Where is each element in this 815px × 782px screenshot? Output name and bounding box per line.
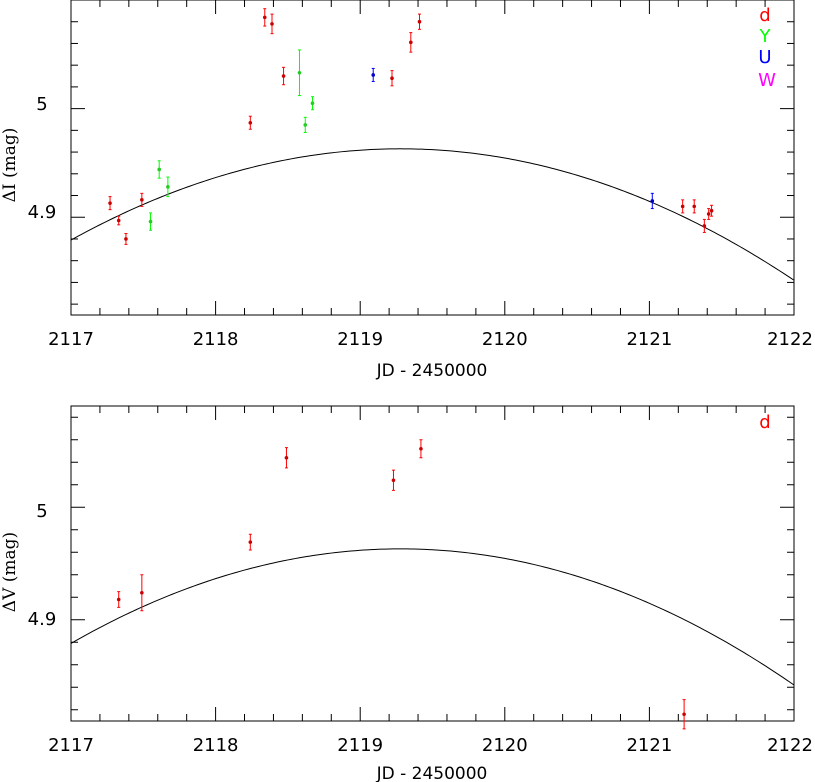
i-band-data-point-d: [680, 204, 685, 209]
i-band-data-point-y: [148, 219, 153, 224]
legend-entry-y: Y: [759, 26, 772, 47]
i-band-data-point-d: [262, 15, 267, 20]
i-band-data-point-y: [166, 185, 170, 189]
v-band-data-point-d: [116, 597, 121, 602]
i-band-data-point-d: [417, 19, 422, 24]
v-band-x-tick-label: 2122: [767, 735, 813, 756]
i-band-data-point-y: [310, 101, 315, 105]
v-band-y-tick-label: 5: [36, 501, 47, 522]
i-band-data-point-d: [270, 22, 274, 26]
i-band-data-point-u: [371, 73, 376, 77]
i-band-plot-frame: [70, 0, 795, 316]
i-band-x-tick-label: 2122: [767, 329, 813, 350]
v-band-data-point-d: [140, 590, 144, 595]
i-band-data-point-d: [124, 237, 128, 241]
i-band-data-points: [108, 8, 714, 245]
legend-entry-d: d: [759, 5, 770, 26]
v-band-y-tick-label: 4.9: [28, 609, 57, 630]
v-band-x-tick-label: 2119: [337, 735, 383, 756]
i-band-data-point-d: [140, 198, 144, 202]
i-band-panel: 2117 2118 2119 2120 2121 2122 4.9 5 JD -…: [0, 0, 813, 381]
i-band-data-point-d: [116, 218, 121, 223]
i-band-x-tick-label: 2117: [48, 329, 94, 350]
v-band-data-point-d: [284, 455, 289, 460]
v-band-x-axis-label: JD - 2450000: [376, 764, 488, 782]
i-band-data-point-d: [390, 76, 394, 81]
i-band-y-tick-label: 5: [36, 94, 47, 115]
v-band-model-curve: [70, 548, 795, 686]
v-band-model-curve-path: [70, 548, 795, 686]
i-band-y-axis-label: ΔI (mag): [0, 128, 20, 203]
v-band-x-tick-label: 2120: [482, 735, 528, 756]
v-band-data-point-d: [419, 446, 423, 451]
i-band-data-point-d: [248, 120, 253, 125]
legend-entry-w: W: [758, 70, 776, 91]
i-band-x-tick-label: 2118: [193, 329, 239, 350]
i-band-ticks: [70, 0, 795, 315]
i-band-data-point-y: [297, 70, 302, 75]
i-band-data-point-d: [706, 212, 711, 216]
legend-entry-u: U: [758, 47, 771, 68]
v-band-x-tick-label: 2117: [48, 735, 94, 756]
i-band-x-tick-label: 2120: [482, 329, 528, 350]
v-band-panel: 2117 2118 2119 2120 2121 2122 4.9 5 JD -…: [0, 405, 813, 782]
i-band-model-curve: [70, 148, 795, 281]
i-band-data-point-y: [157, 167, 162, 172]
v-band-plot-frame: [70, 405, 795, 722]
i-band-data-point-y: [303, 123, 308, 127]
v-band-data-points: [116, 439, 686, 730]
i-band-data-point-d: [281, 74, 286, 78]
v-band-y-axis-label: ΔV (mag): [0, 532, 20, 612]
i-band-y-tick-label: 4.9: [28, 202, 57, 223]
i-band-data-point-u: [650, 199, 655, 203]
i-band-x-tick-label: 2121: [626, 329, 672, 350]
v-band-x-tick-label: 2121: [626, 735, 672, 756]
v-band-x-tick-label: 2118: [193, 735, 239, 756]
i-band-data-point-d: [409, 40, 413, 45]
v-band-data-point-d: [248, 540, 253, 544]
i-band-data-point-d: [709, 208, 714, 213]
v-band-data-point-d: [682, 712, 686, 717]
v-band-data-point-d: [391, 478, 396, 483]
i-band-x-axis-label: JD - 2450000: [376, 361, 488, 381]
legend-entry-d: d: [759, 412, 770, 433]
i-band-x-tick-label: 2119: [337, 329, 383, 350]
i-band-data-point-d: [702, 224, 707, 228]
i-band-data-point-d: [692, 204, 697, 209]
v-band-ticks: [70, 406, 795, 721]
i-band-model-curve-path: [70, 148, 795, 281]
i-band-data-point-d: [108, 201, 112, 205]
